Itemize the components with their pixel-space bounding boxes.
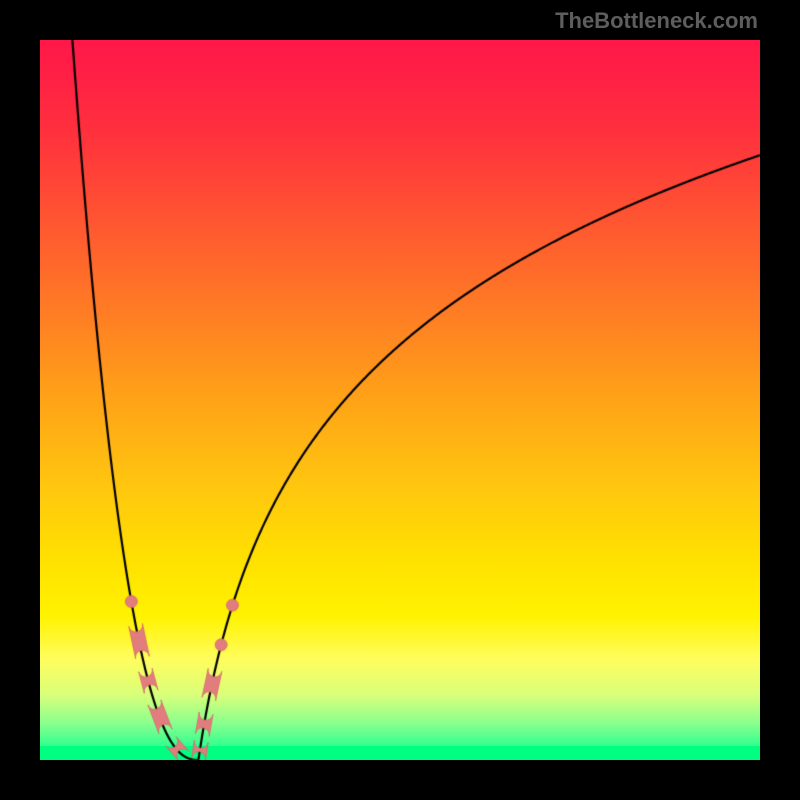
plot-border-left xyxy=(0,0,40,800)
watermark-text: TheBottleneck.com xyxy=(555,8,758,34)
chart-root: TheBottleneck.com xyxy=(0,0,800,800)
bottleneck-curve xyxy=(0,0,800,800)
plot-background-gradient xyxy=(40,40,760,760)
plot-border-top xyxy=(0,0,800,40)
plot-border-right xyxy=(760,0,800,800)
plot-border-bottom xyxy=(0,760,800,800)
plot-bottom-strip xyxy=(40,746,760,760)
